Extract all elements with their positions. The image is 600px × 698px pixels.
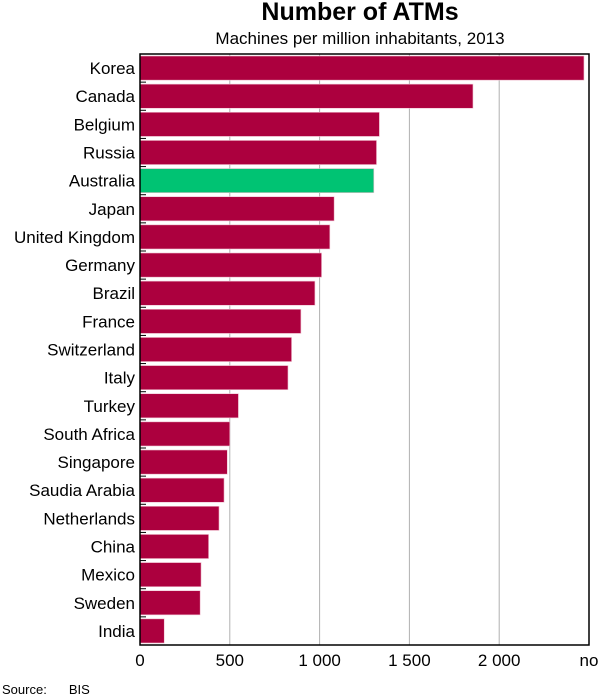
bar-brazil xyxy=(139,280,316,306)
bar-south-africa xyxy=(139,421,231,447)
bar-france xyxy=(139,308,302,334)
category-label: Belgium xyxy=(74,115,135,134)
category-label: China xyxy=(91,538,136,557)
category-label: Japan xyxy=(89,200,135,219)
category-label: Netherlands xyxy=(43,509,135,528)
bar-russia xyxy=(139,140,377,165)
bar-japan xyxy=(139,196,335,222)
source-label: Source: xyxy=(2,682,47,697)
chart-title: Number of ATMs xyxy=(261,0,459,26)
category-label: Italy xyxy=(104,369,136,388)
bar-korea xyxy=(139,55,585,81)
bar-canada xyxy=(139,83,474,109)
category-label: Australia xyxy=(69,172,136,191)
bar-united-kingdom xyxy=(139,224,331,250)
category-label: Russia xyxy=(83,144,136,163)
category-label: Korea xyxy=(90,59,136,78)
category-label: South Africa xyxy=(43,425,135,444)
category-label: Brazil xyxy=(92,284,135,303)
chart-subtitle: Machines per million inhabitants, 2013 xyxy=(215,29,505,48)
bar-china xyxy=(139,534,209,559)
bar-sweden xyxy=(139,590,201,616)
bar-india xyxy=(139,618,165,644)
x-tick-label: 1 500 xyxy=(388,651,431,670)
category-label: Sweden xyxy=(74,594,135,613)
x-tick-label: 1 000 xyxy=(298,651,341,670)
source-text: BIS xyxy=(68,682,90,697)
category-label: Mexico xyxy=(81,566,135,585)
category-label: France xyxy=(82,312,135,331)
x-tick-label: no xyxy=(580,651,599,670)
bar-singapore xyxy=(139,449,228,475)
bar-germany xyxy=(139,252,322,278)
category-label: Germany xyxy=(65,256,135,275)
plot-frame xyxy=(139,53,590,646)
category-label: Turkey xyxy=(84,397,136,416)
category-label: Saudia Arabia xyxy=(29,481,135,500)
x-tick-label: 2 000 xyxy=(478,651,521,670)
bar-belgium xyxy=(139,111,380,137)
x-tick-label: 0 xyxy=(135,651,144,670)
category-label: Singapore xyxy=(57,453,135,472)
bar-saudia-arabia xyxy=(139,477,225,503)
x-tick-label: 500 xyxy=(216,651,244,670)
bar-italy xyxy=(139,365,289,391)
bar-mexico xyxy=(139,562,202,588)
bar-netherlands xyxy=(139,505,220,531)
bar-australia xyxy=(139,168,375,194)
category-label: United Kingdom xyxy=(14,228,135,247)
category-label: Canada xyxy=(75,87,135,106)
category-label: India xyxy=(98,622,135,641)
source-note: Source: BIS xyxy=(2,682,112,697)
bar-turkey xyxy=(139,393,239,419)
category-label: Switzerland xyxy=(47,341,135,360)
bar-switzerland xyxy=(139,337,292,362)
